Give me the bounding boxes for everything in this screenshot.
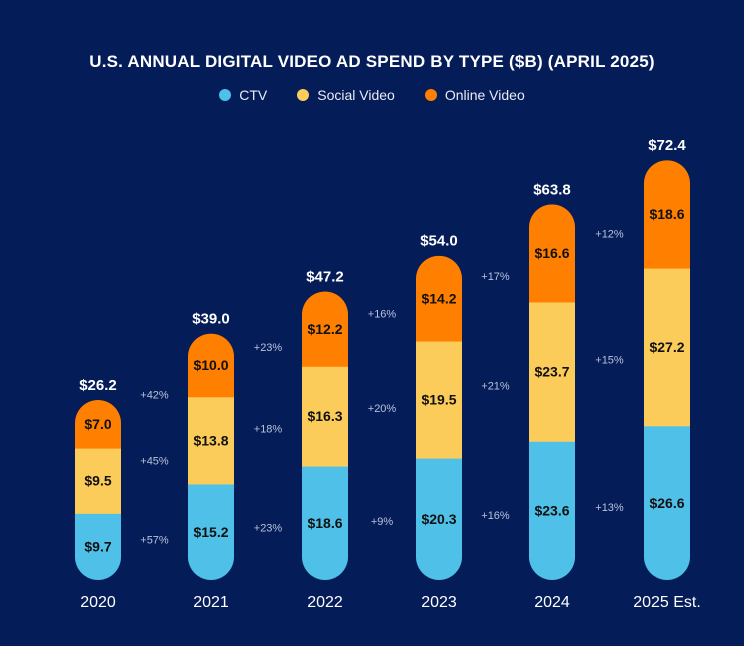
bar-segment-online-video bbox=[416, 255, 462, 342]
bar-segment-ctv bbox=[644, 425, 690, 581]
legend-item-social-video: Social Video bbox=[297, 87, 395, 103]
total-label: $47.2 bbox=[306, 269, 344, 286]
bar-segment-online-video bbox=[644, 160, 690, 269]
total-label: $39.0 bbox=[192, 311, 230, 328]
data-label: $15.2 bbox=[193, 524, 228, 540]
bar-segment-social-video bbox=[529, 301, 575, 442]
data-label: $14.2 bbox=[421, 290, 456, 306]
growth-label: +42% bbox=[140, 390, 169, 402]
data-label: $10.0 bbox=[193, 357, 228, 373]
growth-label: +18% bbox=[254, 423, 283, 435]
data-label: $16.3 bbox=[307, 408, 342, 424]
bar-segment-social-video bbox=[302, 366, 348, 467]
data-label: $23.7 bbox=[534, 364, 569, 380]
growth-label: +23% bbox=[254, 523, 283, 535]
data-label: $7.0 bbox=[84, 416, 111, 432]
data-label: $16.6 bbox=[534, 245, 569, 261]
growth-label: +13% bbox=[595, 502, 624, 514]
bar-segment-social-video bbox=[416, 341, 462, 459]
total-label: $26.2 bbox=[79, 377, 117, 394]
legend-item-online-video: Online Video bbox=[424, 87, 525, 103]
total-label: $54.0 bbox=[420, 233, 458, 250]
growth-label: +9% bbox=[371, 516, 394, 528]
bar-segment-online-video bbox=[529, 204, 575, 303]
x-tick-label: 2021 bbox=[193, 594, 229, 611]
bar-segment-ctv bbox=[188, 483, 234, 580]
growth-label: +21% bbox=[481, 381, 510, 393]
legend: CTV Social Video Online Video bbox=[0, 87, 744, 103]
bar-segment-social-video bbox=[644, 268, 690, 427]
legend-swatch-social-video bbox=[297, 89, 310, 101]
data-label: $19.5 bbox=[421, 392, 456, 408]
legend-label: Social Video bbox=[317, 87, 395, 103]
x-tick-label: 2023 bbox=[421, 594, 457, 611]
growth-label: +17% bbox=[481, 271, 510, 283]
data-label: $18.6 bbox=[307, 515, 342, 531]
growth-label: +16% bbox=[368, 309, 397, 321]
growth-label: +23% bbox=[254, 342, 283, 354]
total-label: $72.4 bbox=[648, 137, 686, 154]
growth-label: +45% bbox=[140, 456, 169, 468]
growth-label: +15% bbox=[595, 354, 624, 366]
growth-label: +16% bbox=[481, 510, 510, 522]
data-label: $18.6 bbox=[649, 206, 684, 222]
legend-label: Online Video bbox=[444, 87, 525, 103]
x-tick-label: 2024 bbox=[534, 594, 570, 611]
data-label: $20.3 bbox=[421, 511, 456, 527]
bar-segment-ctv bbox=[75, 513, 121, 580]
data-label: $27.2 bbox=[649, 339, 684, 355]
bar-segment-ctv bbox=[529, 441, 575, 580]
data-label: $23.6 bbox=[534, 503, 569, 519]
bar-segment-ctv bbox=[302, 466, 348, 580]
growth-label: +12% bbox=[595, 229, 624, 241]
data-label: $9.7 bbox=[84, 539, 111, 555]
data-label: $26.6 bbox=[649, 495, 684, 511]
legend-label: CTV bbox=[239, 87, 268, 103]
bar-segment-online-video bbox=[188, 333, 234, 398]
x-tick-label: 2022 bbox=[307, 594, 343, 611]
data-label: $9.5 bbox=[84, 473, 111, 489]
growth-label: +57% bbox=[140, 534, 169, 546]
growth-label: +20% bbox=[368, 403, 397, 415]
legend-item-ctv: CTV bbox=[219, 87, 267, 103]
bar-segment-ctv bbox=[416, 458, 462, 581]
x-tick-label: 2025 Est. bbox=[633, 594, 701, 611]
data-label: $13.8 bbox=[193, 432, 228, 448]
bar-segment-social-video bbox=[75, 448, 121, 514]
bar-segment-online-video bbox=[302, 291, 348, 367]
legend-swatch-online-video bbox=[424, 89, 437, 101]
total-label: $63.8 bbox=[533, 181, 571, 198]
chart-title: U.S. ANNUAL DIGITAL VIDEO AD SPEND BY TY… bbox=[89, 52, 655, 71]
bar-segment-social-video bbox=[188, 396, 234, 485]
data-label: $12.2 bbox=[307, 321, 342, 337]
bar-segment-online-video bbox=[75, 400, 121, 449]
legend-swatch-ctv bbox=[219, 89, 232, 101]
x-tick-label: 2020 bbox=[80, 594, 116, 611]
